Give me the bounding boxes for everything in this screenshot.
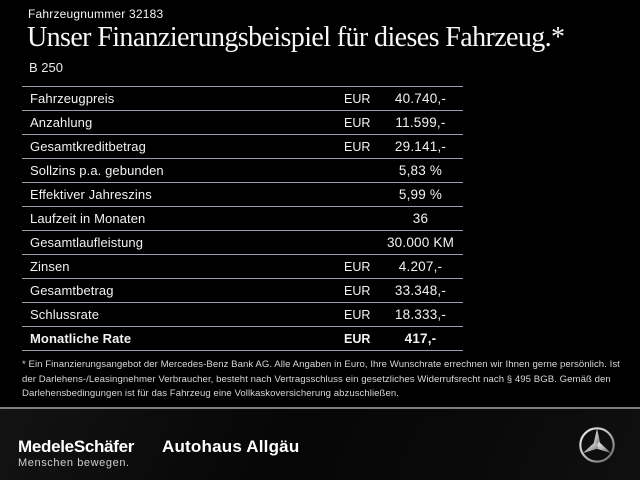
row-value: 4.207,- xyxy=(398,259,443,274)
row-value: 36 xyxy=(412,211,429,226)
row-value: 11.599,- xyxy=(395,115,446,130)
finance-table: Fahrzeugpreis EUR 40.740,- Anzahlung EUR… xyxy=(22,86,463,351)
row-label: Monatliche Rate xyxy=(30,331,132,346)
table-row: Gesamtbetrag EUR 33.348,- xyxy=(22,279,463,303)
row-label: Effektiver Jahreszins xyxy=(30,187,152,202)
row-value: 5,83 % xyxy=(398,163,443,178)
row-currency: EUR xyxy=(344,283,371,298)
table-row: Sollzins p.a. gebunden 5,83 % xyxy=(22,159,463,183)
row-currency: EUR xyxy=(344,307,371,322)
row-value: 30.000 KM xyxy=(386,235,455,250)
row-currency: EUR xyxy=(344,259,371,274)
footer: MedeleSchäfer Autohaus Allgäu Menschen b… xyxy=(0,409,640,480)
vehicle-number: Fahrzeugnummer 32183 xyxy=(28,7,164,21)
row-label: Schlussrate xyxy=(30,307,100,322)
row-value: 40.740,- xyxy=(394,91,447,106)
row-label: Fahrzeugpreis xyxy=(30,91,115,106)
dealer-logo-autohaus-allgaeu: Autohaus Allgäu xyxy=(162,437,300,456)
row-label: Gesamtlaufleistung xyxy=(30,235,144,250)
table-row: Gesamtlaufleistung 30.000 KM xyxy=(22,231,463,255)
row-label: Gesamtbetrag xyxy=(30,283,114,298)
table-row: Anzahlung EUR 11.599,- xyxy=(22,111,463,135)
row-label: Laufzeit in Monaten xyxy=(30,211,146,226)
vehicle-model: B 250 xyxy=(29,60,63,75)
row-value: 5,99 % xyxy=(398,187,443,202)
table-row: Laufzeit in Monaten 36 xyxy=(22,207,463,231)
row-currency: EUR xyxy=(344,331,371,346)
row-label: Sollzins p.a. gebunden xyxy=(30,163,164,178)
dealer-tagline: Menschen bewegen. xyxy=(18,457,130,469)
footnote-text: * Ein Finanzierungsangebot der Mercedes-… xyxy=(22,359,620,399)
row-label: Anzahlung xyxy=(30,115,93,130)
row-label: Zinsen xyxy=(30,259,70,274)
table-row: Monatliche Rate EUR 417,- xyxy=(22,327,463,351)
table-row: Effektiver Jahreszins 5,99 % xyxy=(22,183,463,207)
row-value: 18.333,- xyxy=(394,307,447,322)
row-value: 29.141,- xyxy=(394,139,447,154)
row-currency: EUR xyxy=(344,115,371,130)
table-row: Fahrzeugpreis EUR 40.740,- xyxy=(22,87,463,111)
page-title: Unser Finanzierungsbeispiel für dieses F… xyxy=(27,22,565,53)
footer-separator xyxy=(0,407,640,409)
table-row: Schlussrate EUR 18.333,- xyxy=(22,303,463,327)
mercedes-star-icon xyxy=(579,427,615,463)
table-row: Zinsen EUR 4.207,- xyxy=(22,255,463,279)
row-label: Gesamtkreditbetrag xyxy=(30,139,146,154)
dealer-logo-medeleschaefer: MedeleSchäfer xyxy=(18,437,135,456)
row-value: 417,- xyxy=(404,331,437,346)
row-currency: EUR xyxy=(344,139,371,154)
table-row: Gesamtkreditbetrag EUR 29.141,- xyxy=(22,135,463,159)
row-value: 33.348,- xyxy=(394,283,447,298)
row-currency: EUR xyxy=(344,91,371,106)
